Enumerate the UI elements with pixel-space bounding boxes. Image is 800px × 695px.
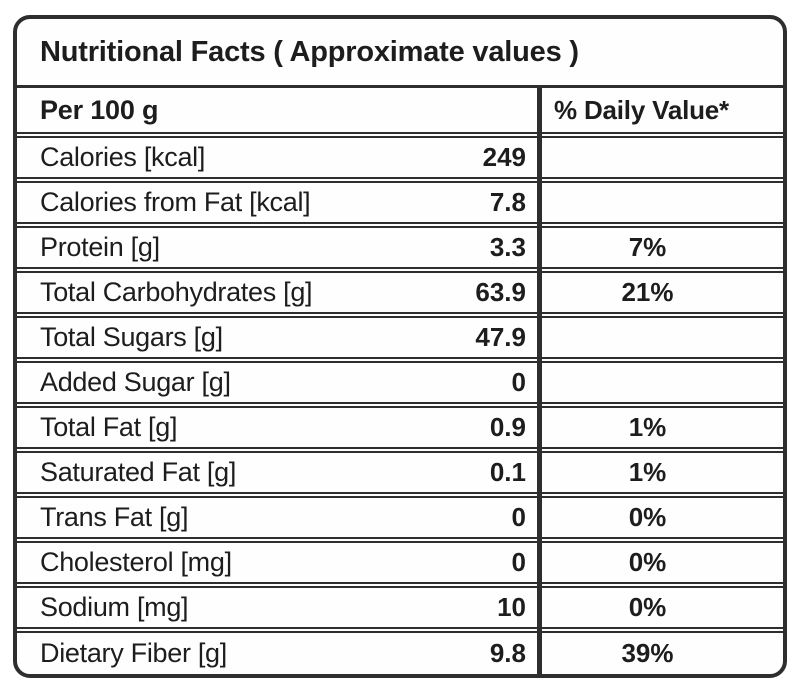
nutrient-daily-value <box>537 138 783 177</box>
row-left-cell: Sodium [mg] 10 <box>17 588 537 627</box>
nutrient-label: Dietary Fiber [g] <box>40 638 227 668</box>
nutrient-label: Cholesterol [mg] <box>40 547 232 577</box>
table-row-protein: Protein [g] 3.3 7% <box>17 226 783 269</box>
nutrient-amount: 3.3 <box>489 232 526 262</box>
table-row-sodium: Sodium [mg] 10 0% <box>17 586 783 629</box>
nutrient-amount: 63.9 <box>475 277 526 307</box>
row-left-cell: Dietary Fiber [g] 9.8 <box>17 633 537 674</box>
nutrient-amount: 0.1 <box>489 457 526 487</box>
nutrient-daily-value: 21% <box>621 277 674 307</box>
label-title: Nutritional Facts ( Approximate values ) <box>17 19 783 88</box>
nutrient-daily-value: 7% <box>628 232 667 262</box>
nutrient-label: Protein [g] <box>40 232 160 262</box>
nutrient-label: Saturated Fat [g] <box>40 457 237 487</box>
nutrient-amount: 47.9 <box>475 322 526 352</box>
row-left-cell: Total Carbohydrates [g] 63.9 <box>17 273 537 312</box>
header-cell-measure: Per 100 g <box>17 88 537 132</box>
row-left-cell: Total Sugars [g] 47.9 <box>17 318 537 357</box>
row-left-cell: Protein [g] 3.3 <box>17 228 537 267</box>
nutrient-amount: 0.9 <box>489 412 526 442</box>
row-left-cell: Saturated Fat [g] 0.1 <box>17 453 537 492</box>
row-left-cell: Trans Fat [g] 0 <box>17 498 537 537</box>
nutrient-amount: 10 <box>497 592 526 622</box>
table-row-cholesterol: Cholesterol [mg] 0 0% <box>17 541 783 584</box>
nutrient-amount: 0 <box>511 502 526 532</box>
nutrient-label: Calories from Fat [kcal] <box>40 187 311 217</box>
table-row-total-sugars: Total Sugars [g] 47.9 <box>17 316 783 359</box>
nutrient-label: Calories [kcal] <box>40 142 206 172</box>
nutrient-daily-value: 0% <box>628 502 667 532</box>
nutrient-amount: 9.8 <box>489 638 526 668</box>
nutrient-label: Trans Fat [g] <box>40 502 189 532</box>
nutrient-label: Sodium [mg] <box>40 592 189 622</box>
table-row-dietary-fiber: Dietary Fiber [g] 9.8 39% <box>17 631 783 674</box>
nutrient-daily-value <box>537 318 783 357</box>
table-row-trans-fat: Trans Fat [g] 0 0% <box>17 496 783 539</box>
row-left-cell: Total Fat [g] 0.9 <box>17 408 537 447</box>
table-row-calories-from-fat: Calories from Fat [kcal] 7.8 <box>17 181 783 224</box>
nutrient-label: Total Carbohydrates [g] <box>40 277 313 307</box>
nutrient-amount: 249 <box>482 142 526 172</box>
nutrient-label: Added Sugar [g] <box>40 367 231 397</box>
nutrition-facts-label: Nutritional Facts ( Approximate values )… <box>13 15 787 678</box>
daily-value-header: % Daily Value* <box>554 94 729 125</box>
nutrient-daily-value <box>537 363 783 402</box>
nutrient-daily-value <box>537 183 783 222</box>
table-row-saturated-fat: Saturated Fat [g] 0.1 1% <box>17 451 783 494</box>
nutrient-label: Total Fat [g] <box>40 412 178 442</box>
nutrition-table: Per 100 g % Daily Value* Calories [kcal]… <box>17 88 783 674</box>
nutrient-label: Total Sugars [g] <box>40 322 223 352</box>
row-left-cell: Calories [kcal] 249 <box>17 138 537 177</box>
row-left-cell: Cholesterol [mg] 0 <box>17 543 537 582</box>
column-divider <box>537 88 542 674</box>
nutrient-daily-value: 1% <box>628 412 667 442</box>
nutrient-daily-value: 1% <box>628 457 667 487</box>
per-100g-header: Per 100 g <box>40 94 159 125</box>
row-left-cell: Added Sugar [g] 0 <box>17 363 537 402</box>
table-row-total-carbohydrates: Total Carbohydrates [g] 63.9 21% <box>17 271 783 314</box>
table-row-added-sugar: Added Sugar [g] 0 <box>17 361 783 404</box>
nutrient-amount: 0 <box>511 547 526 577</box>
nutrient-amount: 0 <box>511 367 526 397</box>
nutrient-daily-value: 0% <box>628 592 667 622</box>
table-row-calories: Calories [kcal] 249 <box>17 136 783 179</box>
table-row-total-fat: Total Fat [g] 0.9 1% <box>17 406 783 449</box>
nutrient-daily-value: 0% <box>628 547 667 577</box>
table-header-row: Per 100 g % Daily Value* <box>17 88 783 134</box>
nutrient-amount: 7.8 <box>489 187 526 217</box>
nutrient-daily-value: 39% <box>621 638 674 668</box>
row-left-cell: Calories from Fat [kcal] 7.8 <box>17 183 537 222</box>
